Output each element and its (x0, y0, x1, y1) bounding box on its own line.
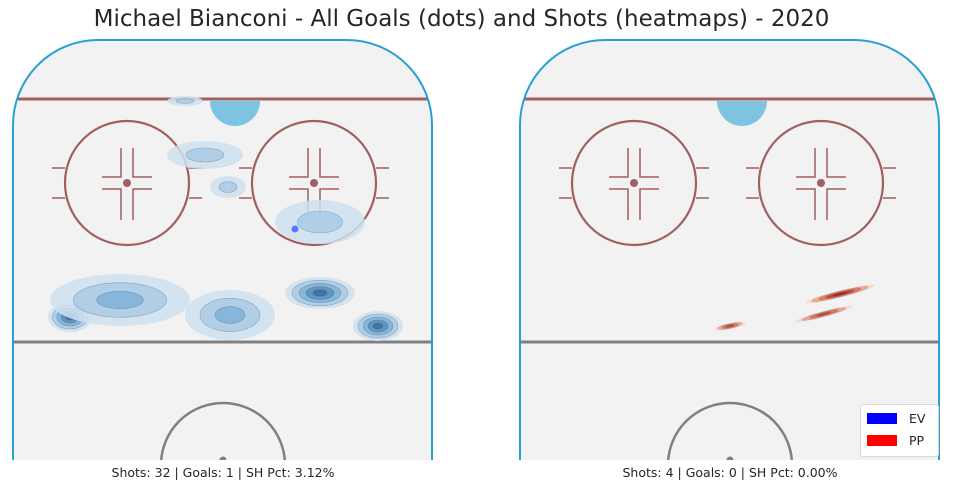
legend-swatch-ev (867, 412, 897, 424)
legend-label-ev: EV (909, 410, 926, 426)
ev-heat-spot (210, 176, 246, 198)
boards (519, 39, 940, 460)
ev-heat-contour (185, 147, 225, 163)
goal-dot (291, 225, 299, 233)
faceoff-l-marks (102, 148, 152, 220)
pp-heat-contour (725, 324, 735, 328)
legend-entry-pp: PP (867, 432, 925, 448)
legend-entry-ev: EV (867, 410, 926, 426)
pp-heat-spot (805, 284, 875, 304)
pp-heat-contour (832, 291, 848, 297)
goal-crease (210, 101, 260, 126)
faceoff-dot (310, 179, 318, 187)
faceoff-dot (123, 179, 131, 187)
ev-heat-contour (372, 322, 384, 330)
center-circle (159, 401, 287, 460)
faceoff-circle-left (52, 119, 202, 247)
hash-marks (239, 167, 389, 199)
rink-surface (13, 40, 432, 460)
hash-marks (559, 167, 709, 199)
faceoff-dot (630, 179, 638, 187)
ev-heat-spot (275, 200, 365, 244)
faceoff-l-marks (289, 148, 339, 220)
ev-heat-contour (218, 181, 238, 193)
boards (12, 39, 433, 460)
ev-heat-contour (297, 210, 343, 234)
faceoff-ring (757, 119, 885, 247)
ev-heat-spot (285, 277, 355, 309)
faceoff-dot (817, 179, 825, 187)
faceoff-l-marks (609, 148, 659, 220)
ev-heat-contour (312, 289, 328, 297)
ev-heat-spot (185, 290, 275, 340)
chart-title: Michael Bianconi - All Goals (dots) and … (93, 6, 830, 32)
ev-heat-contour (96, 291, 144, 309)
legend-swatch-pp (867, 434, 897, 446)
faceoff-ring (570, 119, 698, 247)
rink-surface (520, 40, 939, 460)
legend-label-pp: PP (909, 432, 925, 448)
ev-heat-spot (167, 96, 203, 106)
center-circle (666, 401, 794, 460)
ev-panel (12, 39, 433, 460)
legend: EV PP (860, 404, 939, 457)
ev-heat-spot (50, 274, 190, 326)
ev-heat-contour (175, 98, 195, 104)
center-dot (219, 456, 227, 460)
pp-heat-contour (816, 311, 832, 317)
faceoff-ring (63, 119, 191, 247)
hash-marks (746, 167, 896, 199)
ev-heat-spot (353, 311, 403, 341)
pp-panel (519, 39, 940, 460)
pp-heat-spot (795, 305, 853, 323)
hash-marks (52, 167, 202, 199)
faceoff-ring (250, 119, 378, 247)
goal-crease (717, 101, 767, 126)
ev-heat-spot (167, 141, 243, 169)
pp-heat-spot (714, 321, 746, 331)
ev-heat-contour (214, 306, 246, 324)
faceoff-circle-left (559, 119, 709, 247)
center-dot (726, 456, 734, 460)
ev-panel-caption: Shots: 32 | Goals: 1 | SH Pct: 3.12% (111, 465, 335, 480)
faceoff-circle-right (746, 119, 896, 247)
pp-panel-caption: Shots: 4 | Goals: 0 | SH Pct: 0.00% (622, 465, 838, 480)
faceoff-circle-right (239, 119, 389, 247)
faceoff-l-marks (796, 148, 846, 220)
